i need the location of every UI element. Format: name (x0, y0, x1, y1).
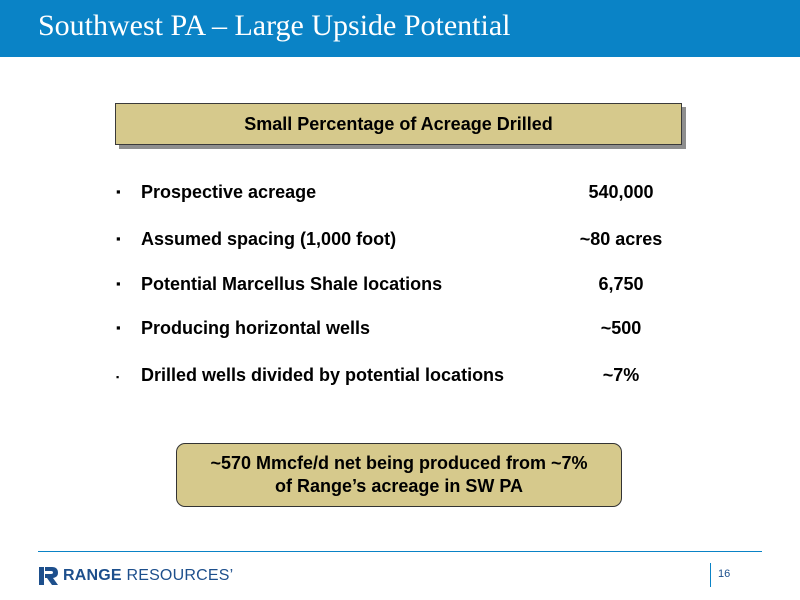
footer-divider (38, 551, 762, 552)
summary-line-1: ~570 Mmcfe/d net being produced from ~7% (210, 453, 588, 473)
row-value: 6,750 (598, 274, 644, 294)
row-label: Assumed spacing (1,000 foot) (141, 229, 397, 249)
range-logo-icon (39, 567, 58, 585)
row-label: Producing horizontal wells (141, 318, 371, 338)
summary-line-2: of Range’s acreage in SW PA (274, 476, 524, 496)
slide-title: Southwest PA – Large Upside Potential (38, 9, 511, 42)
page-number-divider (710, 563, 711, 587)
summary-callout: ~570 Mmcfe/d net being produced from ~7%… (176, 443, 622, 507)
list-item: ▪ Assumed spacing (1,000 foot) ~80 acres (116, 227, 716, 255)
list-item: ▪ Producing horizontal wells ~500 (116, 316, 716, 344)
page-number: 16 (718, 568, 731, 580)
bullet-icon: ▪ (116, 184, 121, 199)
row-value: ~7% (602, 365, 640, 385)
row-value: ~500 (600, 318, 642, 338)
logo-suffix: RESOURCES’ (126, 567, 234, 584)
row-label: Potential Marcellus Shale locations (141, 274, 443, 294)
list-item: ▪ Drilled wells divided by potential loc… (116, 363, 716, 391)
logo-wordmark: RANGE RESOURCES’ (63, 567, 233, 585)
logo-brand: RANGE (63, 567, 122, 584)
list-item: ▪ Potential Marcellus Shale locations 6,… (116, 272, 716, 300)
row-value: ~80 acres (579, 229, 663, 249)
list-item: ▪ Prospective acreage 540,000 (116, 180, 716, 208)
section-header-box: Small Percentage of Acreage Drilled (115, 103, 682, 145)
title-bar: Southwest PA – Large Upside Potential (0, 0, 800, 57)
company-logo: RANGE RESOURCES’ (38, 565, 233, 587)
bullet-icon: ▪ (116, 320, 121, 335)
bullet-icon: ▪ (116, 372, 120, 382)
row-value: 540,000 (588, 182, 654, 202)
bullet-icon: ▪ (116, 276, 121, 291)
row-label: Drilled wells divided by potential locat… (141, 365, 505, 385)
bullet-icon: ▪ (116, 231, 121, 246)
row-label: Prospective acreage (141, 182, 317, 202)
